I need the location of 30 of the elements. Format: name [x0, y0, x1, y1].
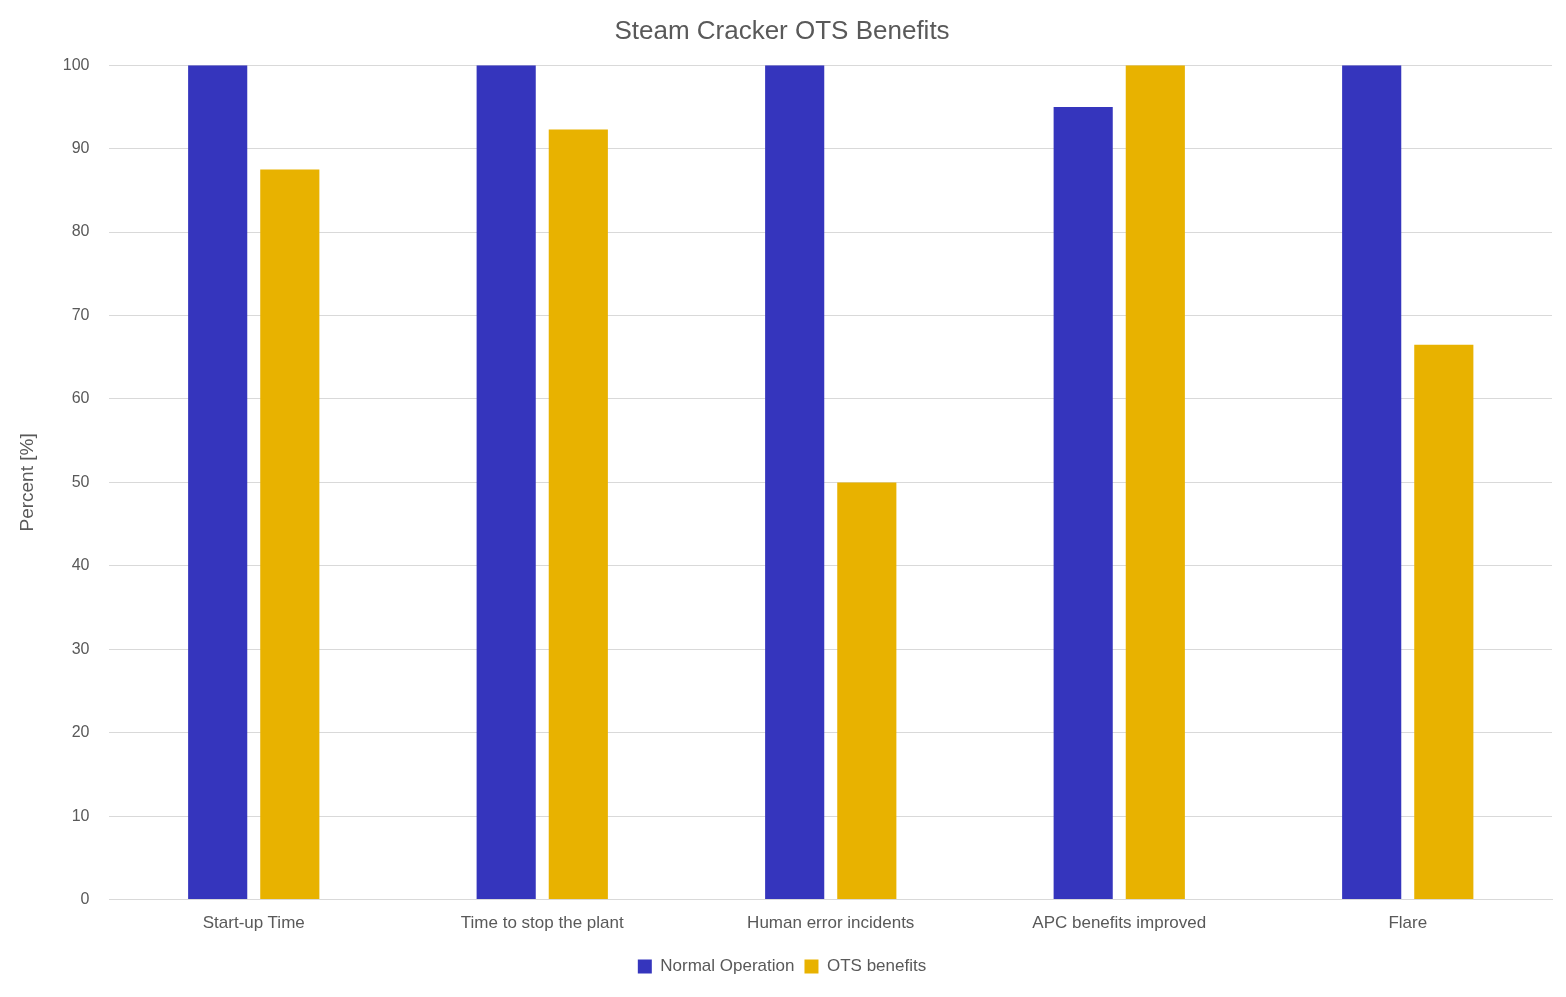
legend-label: OTS benefits [826, 956, 927, 976]
bar [1342, 65, 1402, 900]
bar [1125, 65, 1185, 900]
x-tick-label: Time to stop the plant [460, 913, 624, 933]
y-tick-label: 50 [71, 472, 90, 490]
legend-label: Normal Operation [660, 956, 795, 976]
chart-title: Steam Cracker OTS Benefits [614, 14, 950, 45]
y-tick-label: 40 [71, 556, 90, 574]
bar [1053, 106, 1113, 900]
y-tick-label: 60 [71, 389, 90, 407]
y-axis-title: Percent [%] [15, 433, 37, 532]
bar [837, 482, 897, 900]
x-tick-label: APC benefits improved [1032, 913, 1207, 933]
bar [260, 169, 320, 900]
y-tick-label: 70 [71, 305, 90, 323]
bar [476, 65, 536, 900]
x-tick-label: Start-up Time [202, 913, 305, 933]
bar [548, 129, 608, 900]
bar [188, 65, 248, 900]
y-tick-label: 90 [71, 139, 90, 157]
x-tick-label: Flare [1388, 913, 1428, 933]
y-tick-label: 80 [71, 222, 90, 240]
bar [1414, 344, 1474, 900]
bar [765, 65, 825, 900]
y-tick-label: 30 [71, 639, 90, 657]
y-tick-label: 10 [71, 806, 90, 824]
y-tick-label: 100 [62, 55, 90, 73]
y-tick-label: 20 [71, 723, 90, 741]
y-tick-label: 0 [80, 890, 90, 908]
x-tick-label: Human error incidents [747, 913, 915, 933]
